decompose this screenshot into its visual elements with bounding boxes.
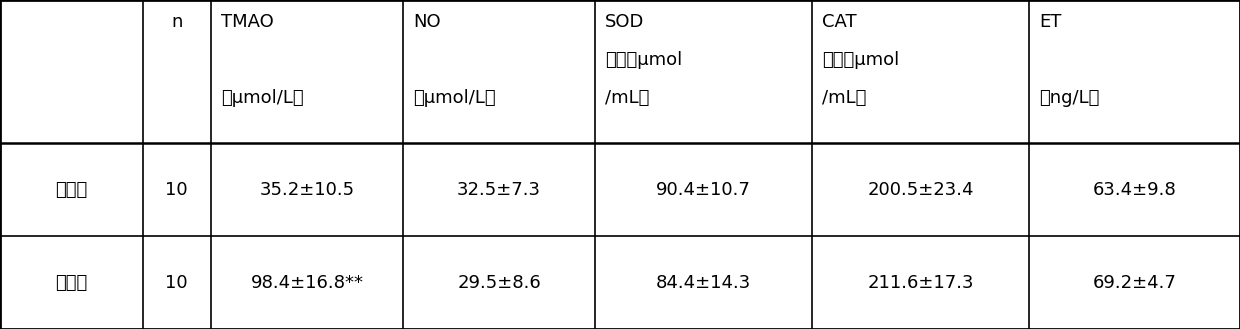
Text: 211.6±17.3: 211.6±17.3 [868,273,973,291]
Text: 10: 10 [165,181,188,199]
Text: CAT: CAT [822,13,857,31]
Text: 84.4±14.3: 84.4±14.3 [656,273,751,291]
Text: 69.2±4.7: 69.2±4.7 [1092,273,1177,291]
Text: 空白组: 空白组 [55,181,88,199]
Text: 35.2±10.5: 35.2±10.5 [259,181,355,199]
Text: n: n [171,13,182,31]
Text: NO: NO [413,13,440,31]
Text: 10: 10 [165,273,188,291]
Text: （　　μmol: （ μmol [605,51,682,69]
Text: （μmol/L）: （μmol/L） [413,89,496,107]
Text: （ng/L）: （ng/L） [1039,89,1100,107]
Text: 63.4±9.8: 63.4±9.8 [1092,181,1177,199]
Text: TMAO: TMAO [221,13,274,31]
Text: SOD: SOD [605,13,645,31]
Text: 32.5±7.3: 32.5±7.3 [458,181,541,199]
Text: 29.5±8.6: 29.5±8.6 [458,273,541,291]
Text: 90.4±10.7: 90.4±10.7 [656,181,751,199]
Text: 胆碱组: 胆碱组 [55,273,88,291]
Text: （μmol/L）: （μmol/L） [221,89,304,107]
Text: （　　μmol: （ μmol [822,51,899,69]
Text: 200.5±23.4: 200.5±23.4 [868,181,973,199]
Text: 98.4±16.8**: 98.4±16.8** [250,273,363,291]
Text: /mL）: /mL） [822,89,867,107]
Text: /mL）: /mL） [605,89,650,107]
Text: ET: ET [1039,13,1061,31]
